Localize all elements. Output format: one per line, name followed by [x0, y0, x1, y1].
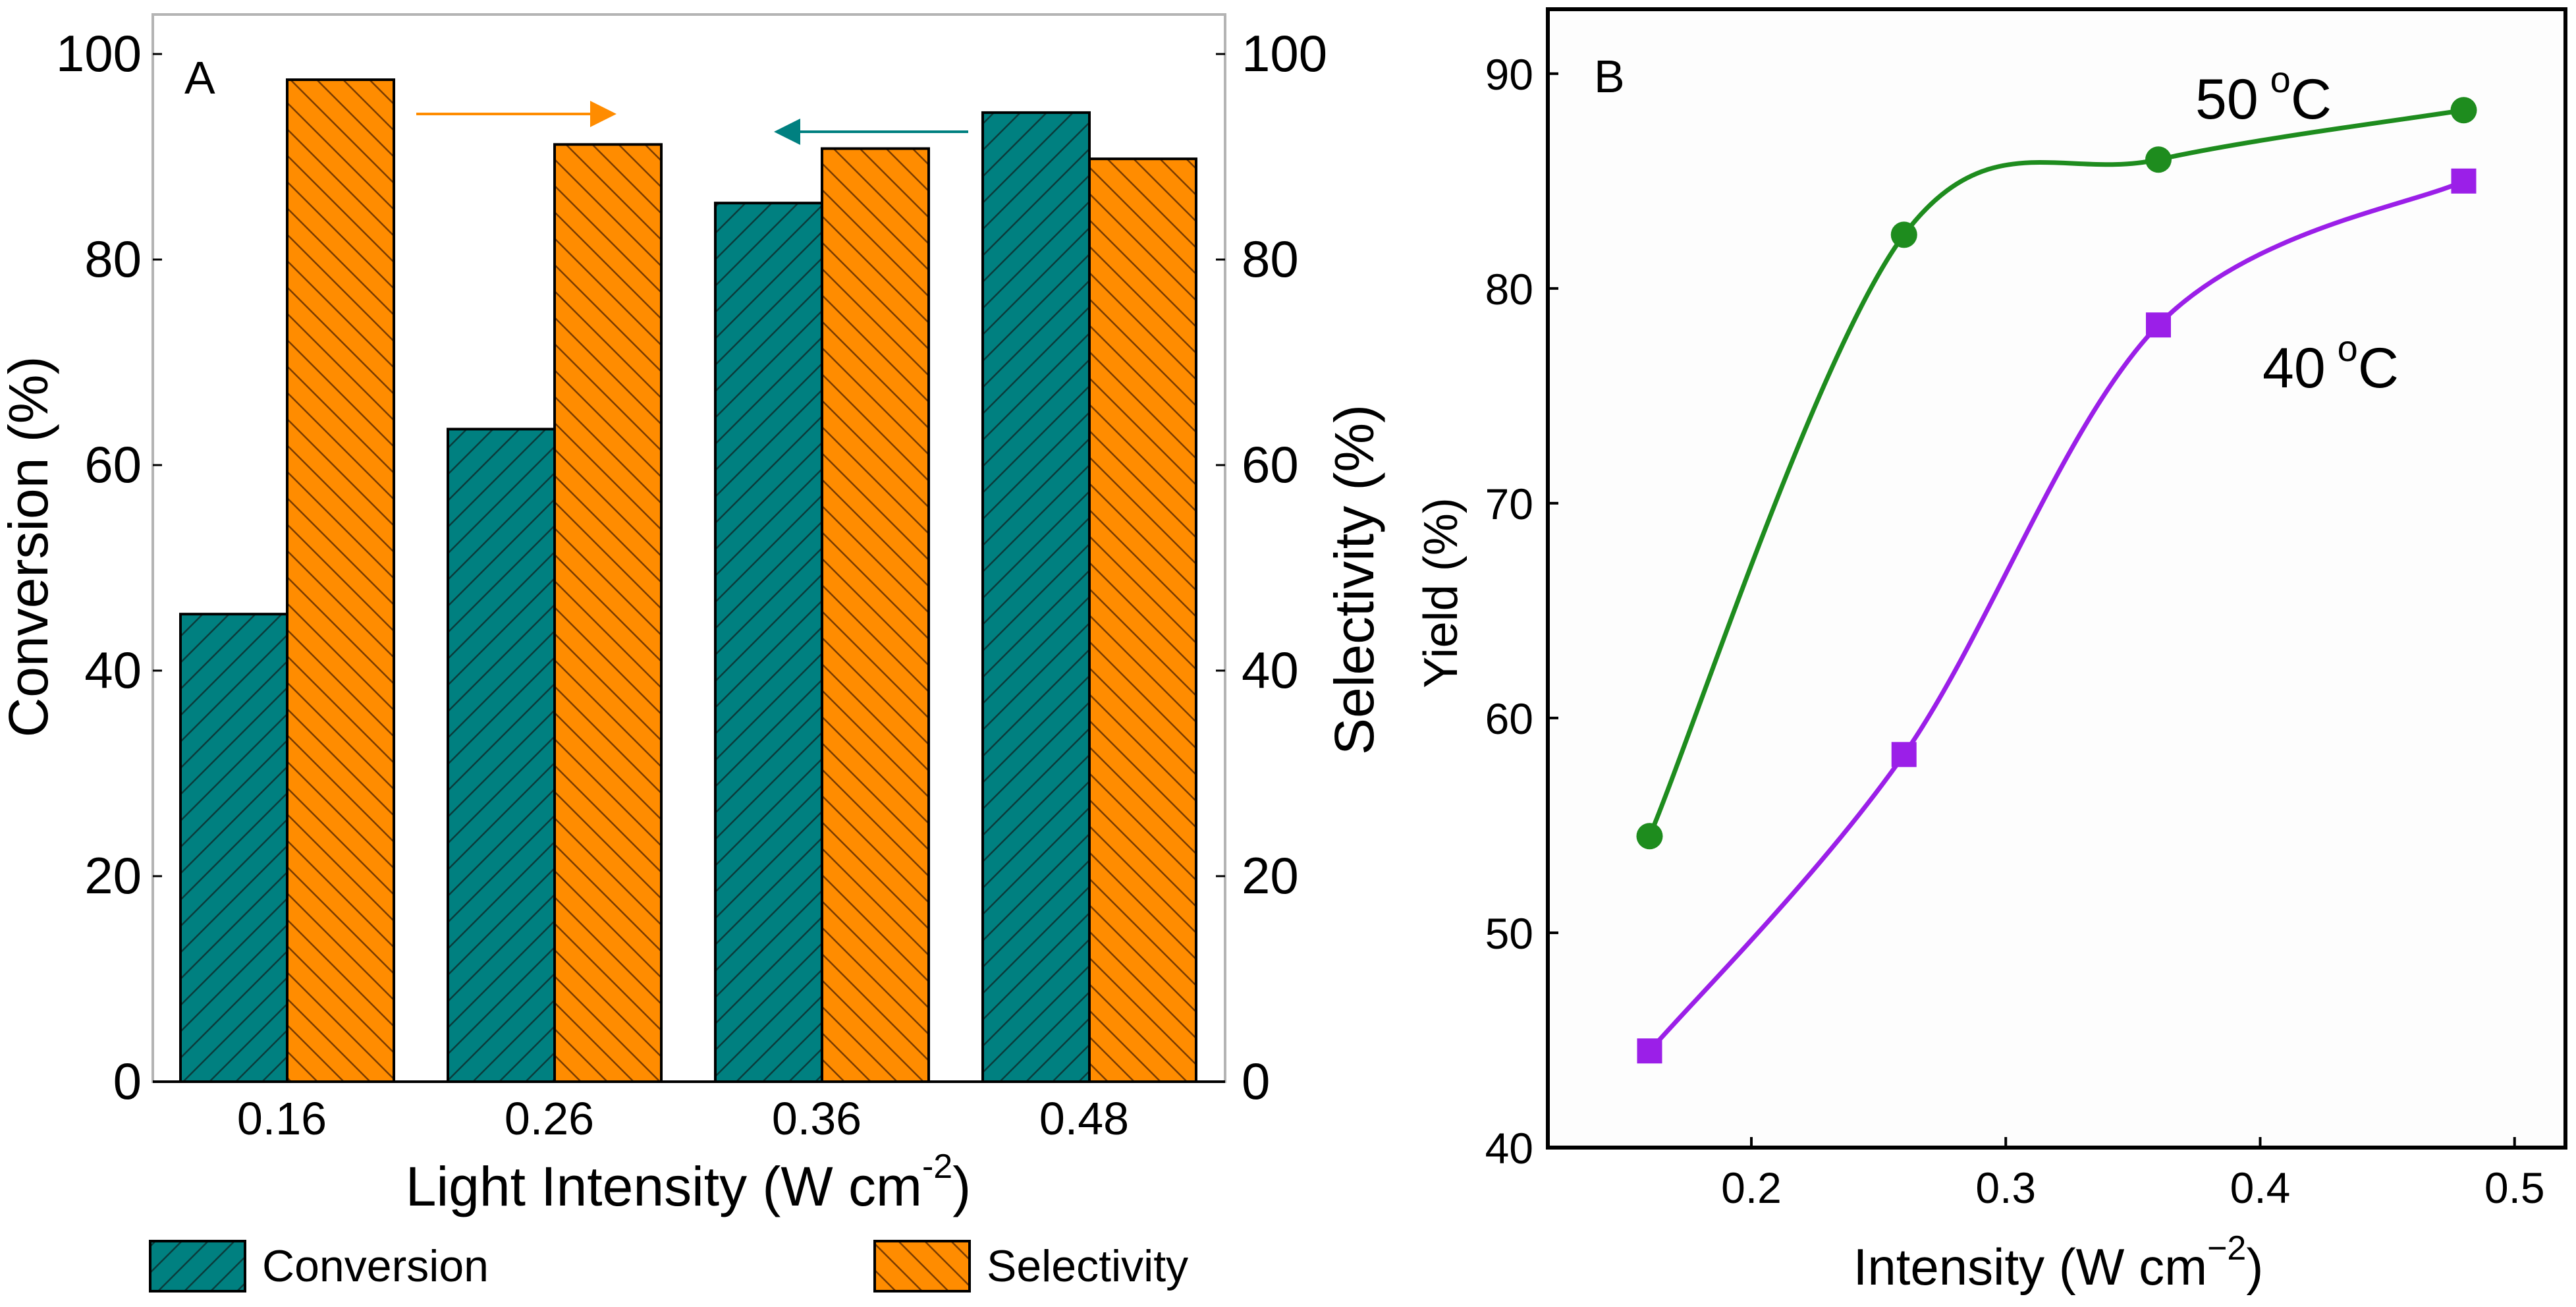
point-50c-0.26 — [1890, 221, 1917, 248]
panel-a-right-ticks: 0 20 40 60 80 100 — [1216, 24, 1327, 1110]
panel-a-right-tick-label: 80 — [1242, 230, 1299, 288]
bar-conversion-0.36 — [714, 202, 823, 1084]
bar-selectivity-0.48 — [1088, 157, 1197, 1083]
panel-b-x-tick-label: 0.5 — [2484, 1163, 2545, 1212]
series-label-40c: 40 oC — [2262, 327, 2399, 400]
panel-a-x-tick-label: 0.36 — [772, 1093, 862, 1144]
panel-a-x-tick-label: 0.16 — [237, 1093, 327, 1144]
panel-b-x-tick-label: 0.2 — [1721, 1163, 1782, 1212]
series-label-50c: 50 oC — [2195, 59, 2332, 131]
panel-a-x-tick-label: 0.26 — [505, 1093, 594, 1144]
point-40c-0.26 — [1891, 742, 1917, 767]
panel-b-y-tick-label: 90 — [1485, 50, 1533, 99]
panel-a-left-tick-label: 80 — [84, 230, 142, 288]
fit-curve-40c — [1647, 179, 2465, 1053]
panel-b-x-tick-label: 0.3 — [1975, 1163, 2036, 1212]
panel-a-x-tick-label: 0.48 — [1039, 1093, 1129, 1144]
legend-label-selectivity: Selectivity — [987, 1241, 1188, 1291]
panel-a-left-tick-label: 100 — [56, 24, 142, 82]
panel-a-left-tick-label: 60 — [84, 435, 142, 493]
panel-a-left-ylabel: Conversion (%) — [0, 356, 59, 738]
panel-b-y-tick-label: 40 — [1485, 1124, 1533, 1173]
panel-a-right-tick-label: 100 — [1242, 24, 1327, 82]
bar-conversion-0.16 — [179, 613, 288, 1083]
panel-a-left-tick-label: 20 — [84, 847, 142, 904]
panel-b-ylabel: Yield (%) — [1415, 497, 1467, 688]
panel-a-x-ticks: 0.16 0.26 0.36 0.48 — [237, 1093, 1129, 1144]
panel-b-x-tick-label: 0.4 — [2230, 1163, 2291, 1212]
panel-b-points — [1636, 97, 2477, 1064]
point-50c-0.16 — [1636, 823, 1663, 850]
panel-b-label: B — [1594, 51, 1625, 102]
panel-b-y-tick-label: 50 — [1485, 909, 1533, 958]
panel-b-y-tick-label: 60 — [1485, 694, 1533, 743]
point-40c-0.36 — [2146, 312, 2171, 338]
panel-a-right-ylabel: Selectivity (%) — [1323, 404, 1385, 755]
panel-a-left-ticks: 0 20 40 60 80 100 — [56, 24, 162, 1110]
legend: Conversion Selectivity — [149, 1240, 1188, 1293]
legend-swatch-conversion — [149, 1240, 246, 1293]
fit-curve-50c — [1647, 107, 2465, 837]
bar-selectivity-0.16 — [286, 78, 395, 1083]
point-40c-0.16 — [1637, 1038, 1662, 1064]
panel-a-left-tick-label: 0 — [113, 1052, 142, 1110]
panel-a-left-tick-label: 40 — [84, 641, 142, 699]
point-50c-0.48 — [2450, 97, 2477, 124]
point-50c-0.36 — [2145, 146, 2172, 173]
bar-conversion-0.48 — [981, 111, 1091, 1083]
panel-b-y-tick-label: 70 — [1485, 480, 1533, 528]
legend-label-conversion: Conversion — [262, 1241, 489, 1291]
panel-b: B 40 50 60 70 80 90 0.2 0.3 0.4 0.5 50 oC 40 oC Yi… — [1415, 7, 2567, 1296]
panel-b-curves — [1647, 107, 2465, 1053]
panel-a-bars — [179, 78, 1197, 1084]
panel-a-xlabel: Light Intensity (W cm-2) — [406, 1148, 971, 1217]
point-40c-0.48 — [2451, 168, 2477, 194]
panel-b-y-ticks: 40 50 60 70 80 90 — [1485, 50, 1558, 1173]
bar-selectivity-0.26 — [553, 143, 663, 1083]
panel-a-right-tick-label: 60 — [1242, 435, 1299, 493]
legend-swatch-selectivity — [873, 1240, 971, 1293]
panel-b-frame — [1546, 7, 2567, 1150]
bar-conversion-0.26 — [447, 428, 556, 1083]
panel-b-y-tick-label: 80 — [1485, 265, 1533, 314]
legend-item-conversion: Conversion — [149, 1240, 489, 1293]
panel-a-right-tick-label: 0 — [1242, 1052, 1270, 1110]
panel-b-xlabel: Intensity (W cm−2) — [1853, 1229, 2264, 1296]
panel-a-label: A — [184, 52, 215, 103]
panel-a-right-tick-label: 40 — [1242, 641, 1299, 699]
bar-selectivity-0.36 — [821, 147, 930, 1083]
panel-a: A 0 20 40 60 80 100 0 20 40 60 80 100 0.16 0.26 0.36… — [0, 13, 1385, 1293]
legend-item-selectivity: Selectivity — [873, 1240, 1188, 1293]
panel-a-right-tick-label: 20 — [1242, 847, 1299, 904]
panel-b-x-ticks: 0.2 0.3 0.4 0.5 — [1721, 1137, 2545, 1212]
